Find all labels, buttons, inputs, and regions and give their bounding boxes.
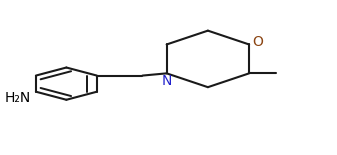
Text: O: O: [252, 35, 263, 49]
Text: H₂N: H₂N: [4, 91, 31, 105]
Text: N: N: [161, 74, 172, 88]
